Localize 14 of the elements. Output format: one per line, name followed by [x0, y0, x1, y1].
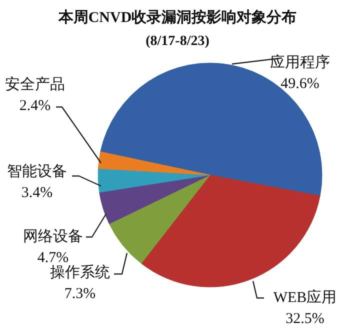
data-label: 49.6%: [280, 76, 320, 92]
data-label: 7.3%: [64, 286, 96, 302]
slice-label: 智能设备: [7, 163, 67, 180]
slice-label: 网络设备: [23, 228, 83, 245]
slice-label: 操作系统: [50, 264, 110, 281]
chart-title: 本周CNVD收录漏洞按影响对象分布: [57, 9, 297, 26]
data-label: 2.4%: [19, 98, 51, 114]
slice-label: 安全产品: [5, 76, 65, 93]
data-label: 32.5%: [286, 311, 324, 327]
data-label: 3.4%: [21, 185, 53, 201]
slice-label: WEB应用: [273, 289, 337, 306]
chart-subtitle: (8/17-8/23): [146, 34, 210, 49]
slice-label: 应用程序: [270, 54, 330, 71]
data-label: 4.7%: [37, 250, 69, 266]
